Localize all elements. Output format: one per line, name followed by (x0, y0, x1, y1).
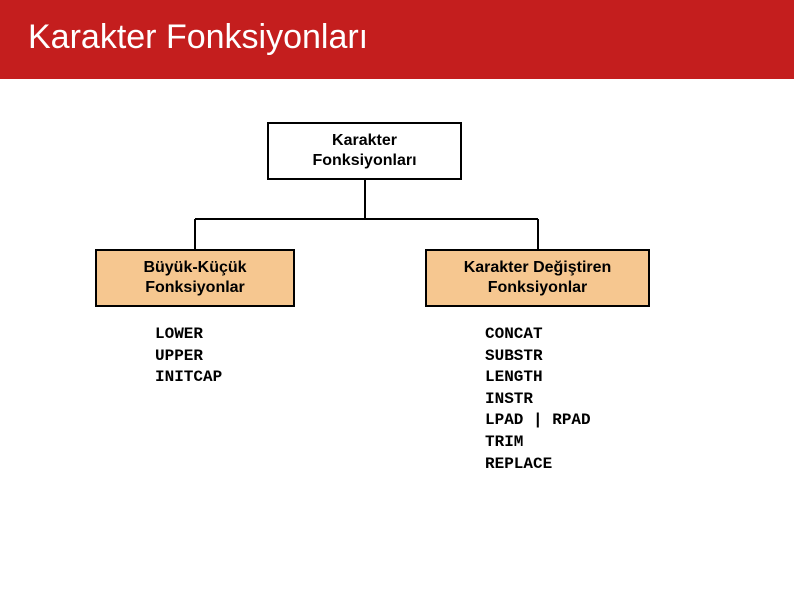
child-node-case: Büyük-Küçük Fonksiyonlar (95, 249, 295, 307)
function-list-manip: CONCAT SUBSTR LENGTH INSTR LPAD | RPAD T… (485, 324, 591, 475)
root-node-line2: Fonksiyonları (312, 151, 416, 171)
hierarchy-diagram: Karakter Fonksiyonları Büyük-Küçük Fonks… (0, 79, 794, 579)
child-node-case-line1: Büyük-Küçük (143, 258, 246, 278)
root-node: Karakter Fonksiyonları (267, 122, 462, 180)
child-node-manip-line2: Fonksiyonlar (488, 278, 588, 298)
slide-header: Karakter Fonksiyonları (0, 0, 794, 79)
child-node-case-line2: Fonksiyonlar (145, 278, 245, 298)
child-node-manip: Karakter Değiştiren Fonksiyonlar (425, 249, 650, 307)
root-node-line1: Karakter (332, 131, 397, 151)
child-node-manip-line1: Karakter Değiştiren (464, 258, 612, 278)
function-list-case: LOWER UPPER INITCAP (155, 324, 222, 389)
slide-title: Karakter Fonksiyonları (28, 18, 794, 57)
